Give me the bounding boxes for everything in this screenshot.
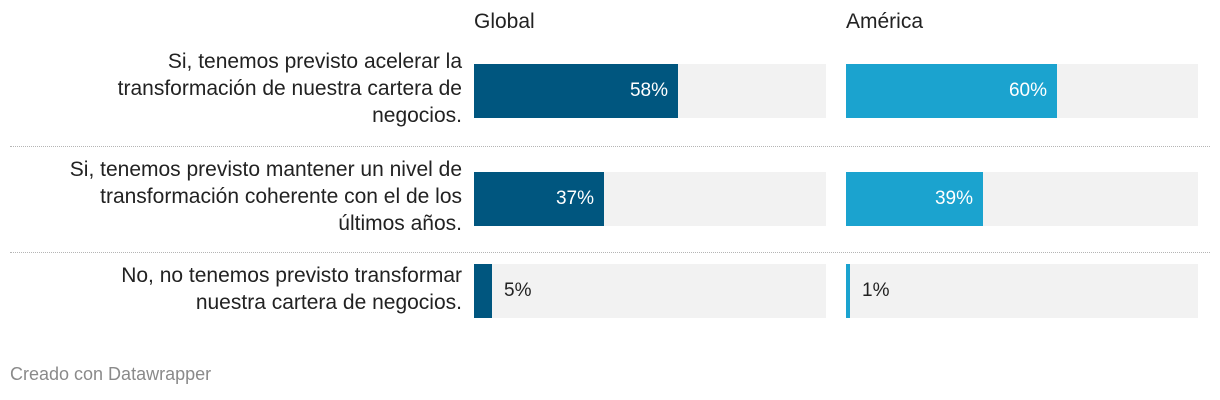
bar-america — [846, 64, 1057, 118]
row-label-line: Si, tenemos previsto mantener un nivel d… — [69, 158, 462, 181]
bar-america — [846, 172, 983, 226]
footer-credit: Creado con Datawrapper — [10, 364, 212, 384]
column-header-global: Global — [474, 10, 535, 33]
bar-track: 5% — [474, 264, 826, 318]
row-label-line: No, no tenemos previsto transformar — [121, 264, 462, 287]
row-label: No, no tenemos previsto transformar nuest… — [0, 262, 462, 316]
row-label-line: negocios. — [372, 104, 462, 127]
bar-america — [846, 264, 850, 318]
data-label: 58% — [629, 80, 668, 101]
bar-global — [474, 172, 604, 226]
bar-track: 58% — [474, 64, 826, 118]
row-label: Si, tenemos previsto mantener un nivel d… — [0, 156, 462, 237]
bar-track: 39% — [846, 172, 1198, 226]
row-label-line: últimos años. — [338, 212, 462, 235]
data-label: 1% — [862, 280, 890, 301]
bar-track: 60% — [846, 64, 1198, 118]
data-label: 39% — [934, 188, 973, 209]
row-label-line: transformación de nuestra cartera de — [117, 77, 462, 100]
data-label: 37% — [555, 188, 594, 209]
data-label: 5% — [504, 280, 532, 301]
bar-global — [474, 264, 492, 318]
column-header-america: América — [846, 10, 924, 33]
row-separator — [10, 252, 1210, 253]
row-separator — [10, 146, 1210, 147]
bar-track: 37% — [474, 172, 826, 226]
bar-track: 1% — [846, 264, 1198, 318]
row-label: Si, tenemos previsto acelerar la transfor… — [0, 48, 462, 129]
row-label-line: transformación coherente con el de los — [100, 185, 462, 208]
row-label-line: Si, tenemos previsto acelerar la — [167, 50, 462, 73]
bar-global — [474, 64, 678, 118]
data-label: 60% — [1008, 80, 1047, 101]
row-label-line: nuestra cartera de negocios. — [195, 291, 462, 314]
